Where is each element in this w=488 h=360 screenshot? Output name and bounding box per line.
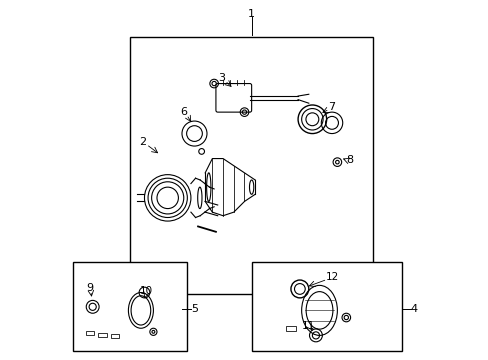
Text: 7: 7 [328,102,335,112]
Text: 9: 9 [86,283,94,293]
Bar [85,331,94,336]
Text: 3: 3 [217,73,224,83]
Bar [73,262,187,351]
Bar [110,334,119,338]
Text: 8: 8 [346,156,353,165]
Text: 10: 10 [140,287,153,296]
Text: 4: 4 [410,303,417,314]
Text: 1: 1 [247,9,255,19]
Bar [285,326,295,331]
Bar [251,262,401,351]
Bar [130,37,372,294]
Text: 2: 2 [139,138,146,148]
Bar [98,333,107,337]
Text: 6: 6 [180,107,187,117]
Text: 12: 12 [325,272,338,282]
Text: 5: 5 [191,303,198,314]
Text: 11: 11 [301,321,314,331]
